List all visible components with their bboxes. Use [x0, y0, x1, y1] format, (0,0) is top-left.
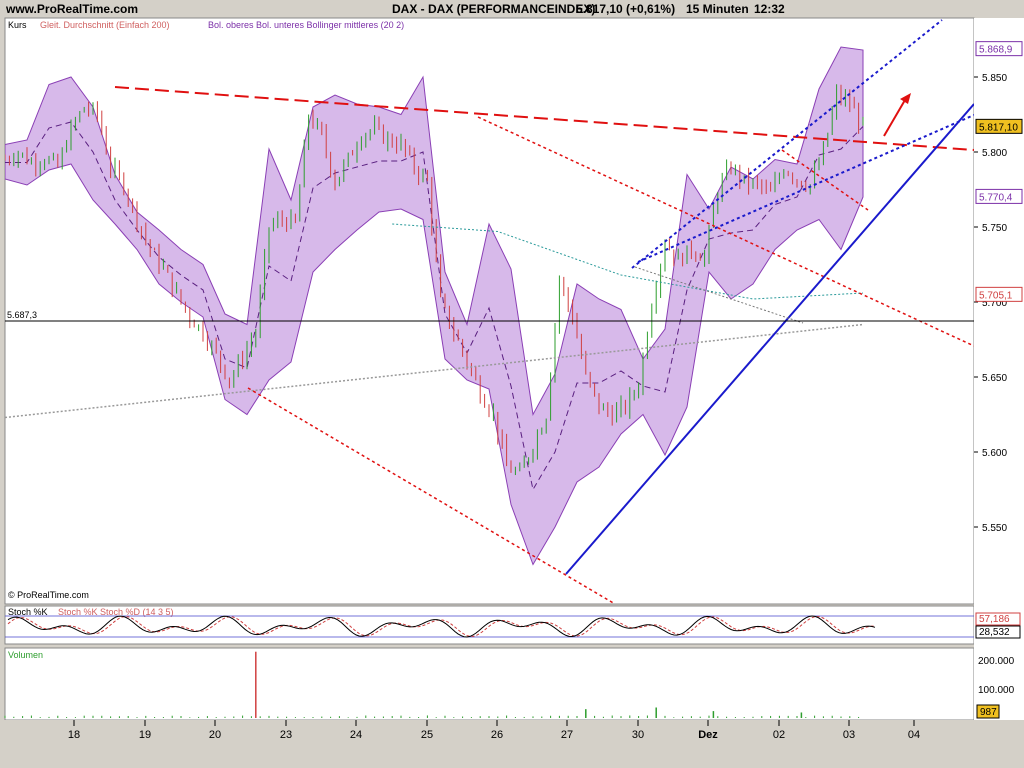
stochastic-panel[interactable]: [4, 605, 975, 645]
x-tick-label: 23: [280, 729, 292, 741]
title-bar: www.ProRealTime.com DAX - DAX (PERFORMAN…: [0, 0, 1024, 18]
timeframe: 15 Minuten: [686, 2, 749, 16]
bollinger-middle-line: [5, 121, 864, 491]
volume-label: Volumen: [8, 650, 43, 660]
y-tick-label: 5.850: [982, 73, 1007, 84]
y-tick-label: 5.750: [982, 223, 1007, 234]
teal-average-line: [392, 223, 864, 300]
stoch-tag-2: [975, 625, 1021, 639]
price-tag: [975, 118, 1023, 134]
resistance-line-red-dashed: [114, 86, 974, 151]
stoch-tag-2-text: 28,532: [979, 627, 1010, 638]
stoch-tag-1-text: 57,186: [979, 614, 1010, 625]
mid-channel-blue-dotted: [637, 114, 974, 263]
legend-ma: Gleit. Durchschnitt (Einfach 200): [40, 20, 170, 30]
price-tag-label: 5.817,10: [979, 122, 1018, 133]
y-tick-label: 5.550: [982, 523, 1007, 534]
volume-tag-text: 987: [980, 707, 997, 718]
stoch-k-line: [7, 615, 876, 638]
y-tick-label: 5.650: [982, 373, 1007, 384]
x-tick-label: 27: [561, 729, 573, 741]
y-tick-label: 5.700: [982, 298, 1007, 309]
x-tick-label: 02: [773, 729, 785, 741]
x-tick-label: 25: [421, 729, 433, 741]
x-tick-label: 03: [843, 729, 855, 741]
x-tick-label: Dez: [698, 729, 718, 741]
instrument-title: DAX - DAX (PERFORMANCEINDEX): [392, 2, 596, 16]
volume-panel[interactable]: [4, 647, 975, 721]
x-tick-label: 20: [209, 729, 221, 741]
bollinger-band: [5, 46, 864, 566]
clock-time: 12:32: [754, 2, 785, 16]
y-tick-label: 5.800: [982, 148, 1007, 159]
stoch-k-label: Stoch %K: [8, 607, 48, 617]
stoch-d-line: [7, 615, 876, 637]
x-tick-label: 30: [632, 729, 644, 741]
level-label: 5.687,3: [7, 310, 37, 320]
x-tick-label: 19: [139, 729, 151, 741]
stoch-tag-1: [975, 612, 1021, 626]
candles: [5, 84, 864, 476]
x-tick-label: 24: [350, 729, 362, 741]
x-tick-label: 26: [491, 729, 503, 741]
volume-tag: [976, 704, 1000, 719]
price-tags: 5.868,9 5.817,10 5.770,4 5.705,1: [975, 41, 1023, 302]
volume-bars: [4, 651, 860, 718]
copyright: © ProRealTime.com: [8, 590, 89, 600]
volume-tick-200k: 200.000: [978, 656, 1015, 667]
price-tag: [975, 188, 1023, 204]
legend-price: Kurs: [8, 20, 27, 30]
arrow-up-icon: [900, 93, 911, 104]
legend-bollinger: Bol. oberes Bol. unteres Bollinger mittl…: [208, 20, 404, 30]
x-axis-ticks: 18 19 20 23 24 25 26 27 30 Dez 02 03 04: [68, 720, 920, 741]
price-tag-label: 5.770,4: [979, 192, 1013, 203]
y-axis-area: [974, 18, 1024, 720]
site-name[interactable]: www.ProRealTime.com: [6, 2, 139, 16]
arrow-shaft: [883, 99, 906, 137]
upper-channel-red-dotted: [477, 116, 974, 347]
price-tag: [975, 286, 1023, 302]
x-axis-area: [0, 720, 1024, 768]
price-display: 5.817,10 (+0,61%): [576, 2, 676, 16]
y-tick-label: 5.600: [982, 448, 1007, 459]
grey-dotted-segment: [634, 266, 804, 324]
stoch-d-label: Stoch %K Stoch %D (14 3 5): [58, 607, 174, 617]
price-tag: [975, 41, 1023, 57]
price-tag-label: 5.705,1: [979, 290, 1013, 301]
price-tag-label: 5.868,9: [979, 45, 1013, 56]
support-trendline-blue: [565, 103, 974, 575]
lower-channel-red-dotted: [247, 387, 616, 604]
x-tick-label: 04: [908, 729, 920, 741]
x-tick-label: 18: [68, 729, 80, 741]
upper-channel-blue-dotted: [631, 19, 943, 269]
volume-tick-100k: 100.000: [978, 685, 1015, 696]
y-axis-ticks: 5.850 5.800 5.750 5.700 5.650 5.600 5.550: [974, 73, 1007, 534]
